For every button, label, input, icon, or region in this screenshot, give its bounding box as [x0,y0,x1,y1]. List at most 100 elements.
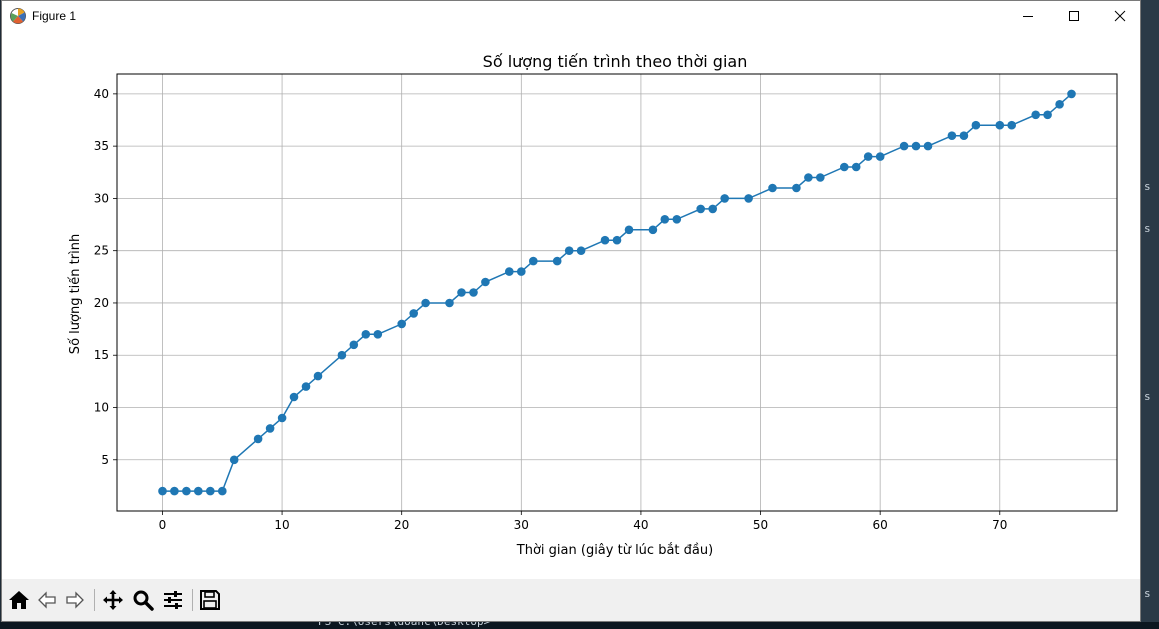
zoom-icon [133,590,154,611]
y-tick-label: 10 [94,401,109,415]
data-point [899,141,909,151]
minimize-button[interactable] [1005,1,1051,31]
y-tick-label: 20 [94,296,109,310]
minimize-icon [1023,16,1033,17]
data-point [1043,110,1052,120]
matplotlib-app-icon [10,8,26,24]
data-point [1055,100,1064,109]
chart-title: Số lượng tiến trình theo thời gian [483,52,748,71]
background-mark: s [1144,587,1151,600]
background-mark: s [1144,222,1151,235]
background-mark: s [1144,390,1151,403]
data-point [816,173,825,182]
title-bar[interactable]: Figure 1 [2,1,1140,31]
close-icon [1114,10,1126,22]
data-point [229,455,239,465]
terminal-background-bottom [0,622,1159,629]
data-point [158,486,167,496]
data-point [218,486,227,496]
home-button[interactable] [6,587,32,613]
configure-subplots-button[interactable] [160,587,186,613]
toolbar-separator [94,589,95,611]
data-point [923,141,933,151]
data-point [995,120,1005,130]
window-title: Figure 1 [32,9,77,23]
x-tick-label: 50 [753,518,768,532]
data-point [768,183,777,193]
data-point [445,298,454,308]
x-tick-label: 0 [159,518,167,532]
y-tick-label: 15 [94,348,109,362]
data-point [457,288,466,297]
data-point [170,486,179,496]
data-point [289,392,299,402]
maximize-icon [1069,11,1079,21]
series-markers [158,89,1076,496]
data-point [194,486,203,496]
maximize-button[interactable] [1051,1,1097,31]
series-line [162,93,1072,492]
x-axis-label: Thời gian (giây từ lúc bắt đầu) [516,543,713,558]
home-icon [9,591,29,609]
data-point [660,215,670,224]
data-point [552,256,562,266]
x-tick-label: 10 [274,518,289,532]
back-button[interactable] [34,587,60,613]
desktop-background-right [1141,0,1159,629]
navigation-toolbar [2,579,1140,621]
forward-button[interactable] [62,587,88,613]
data-point [481,277,490,287]
x-tick-label: 30 [514,518,529,532]
data-point [1067,89,1076,99]
data-point [672,215,682,224]
axis-ticks: 0 10 20 30 40 50 60 70 5 10 15 20 25 30 35 40 [94,87,1008,532]
y-tick-label: 5 [101,453,109,467]
save-icon [200,590,220,610]
data-point [337,350,347,360]
data-point [397,319,407,329]
data-point [361,330,371,339]
figure-canvas[interactable]: 0 10 20 30 40 50 60 70 5 10 15 20 25 30 35 40 Số lượng … [2,31,1140,579]
data-point [971,120,981,130]
data-point [612,235,622,245]
axes-frame [116,73,1118,512]
data-point [624,225,634,235]
data-point [696,204,705,214]
data-point [911,141,921,151]
data-point [792,183,801,193]
y-tick-label: 25 [94,244,109,258]
back-arrow-icon [38,591,56,609]
y-tick-label: 35 [94,139,109,153]
data-point [301,382,311,391]
data-point [349,340,359,350]
data-point [648,225,658,235]
data-point [1007,120,1016,130]
x-tick-label: 60 [873,518,888,532]
save-button[interactable] [197,587,223,613]
data-point [720,194,729,203]
configure-subplots-icon [164,591,182,609]
y-tick-label: 30 [94,191,109,205]
x-tick-label: 70 [992,518,1007,532]
data-point [851,162,861,172]
zoom-button[interactable] [130,587,156,613]
pan-icon [103,590,123,610]
data-point [947,131,957,140]
data-point [744,194,753,203]
data-point [863,152,873,161]
data-point [206,486,215,496]
background-mark: s [1144,180,1151,193]
data-point [469,288,478,297]
data-point [875,152,885,161]
toolbar-separator [192,589,193,611]
x-tick-label: 40 [633,518,648,532]
data-point [313,371,323,381]
close-button[interactable] [1097,1,1143,31]
data-point [959,131,969,140]
pan-button[interactable] [100,587,126,613]
data-point [708,204,717,214]
data-point [253,434,263,444]
data-point [265,424,275,433]
data-point [505,267,514,276]
data-point [182,486,191,496]
